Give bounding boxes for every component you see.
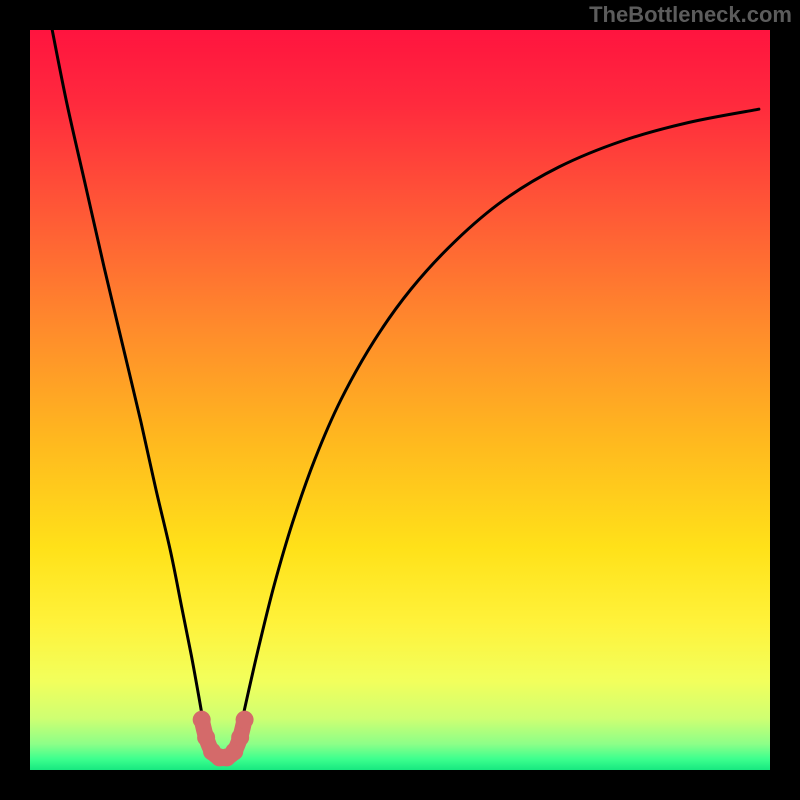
plot-frame: [0, 0, 800, 800]
curve-right: [241, 109, 759, 725]
valley-markers: [193, 711, 254, 767]
plot-area: [30, 30, 770, 770]
valley-marker: [236, 711, 254, 729]
curve-left: [52, 30, 204, 726]
valley-marker: [231, 728, 249, 746]
watermark-text: TheBottleneck.com: [589, 2, 792, 28]
chart-svg: [30, 30, 770, 770]
valley-marker: [193, 711, 211, 729]
